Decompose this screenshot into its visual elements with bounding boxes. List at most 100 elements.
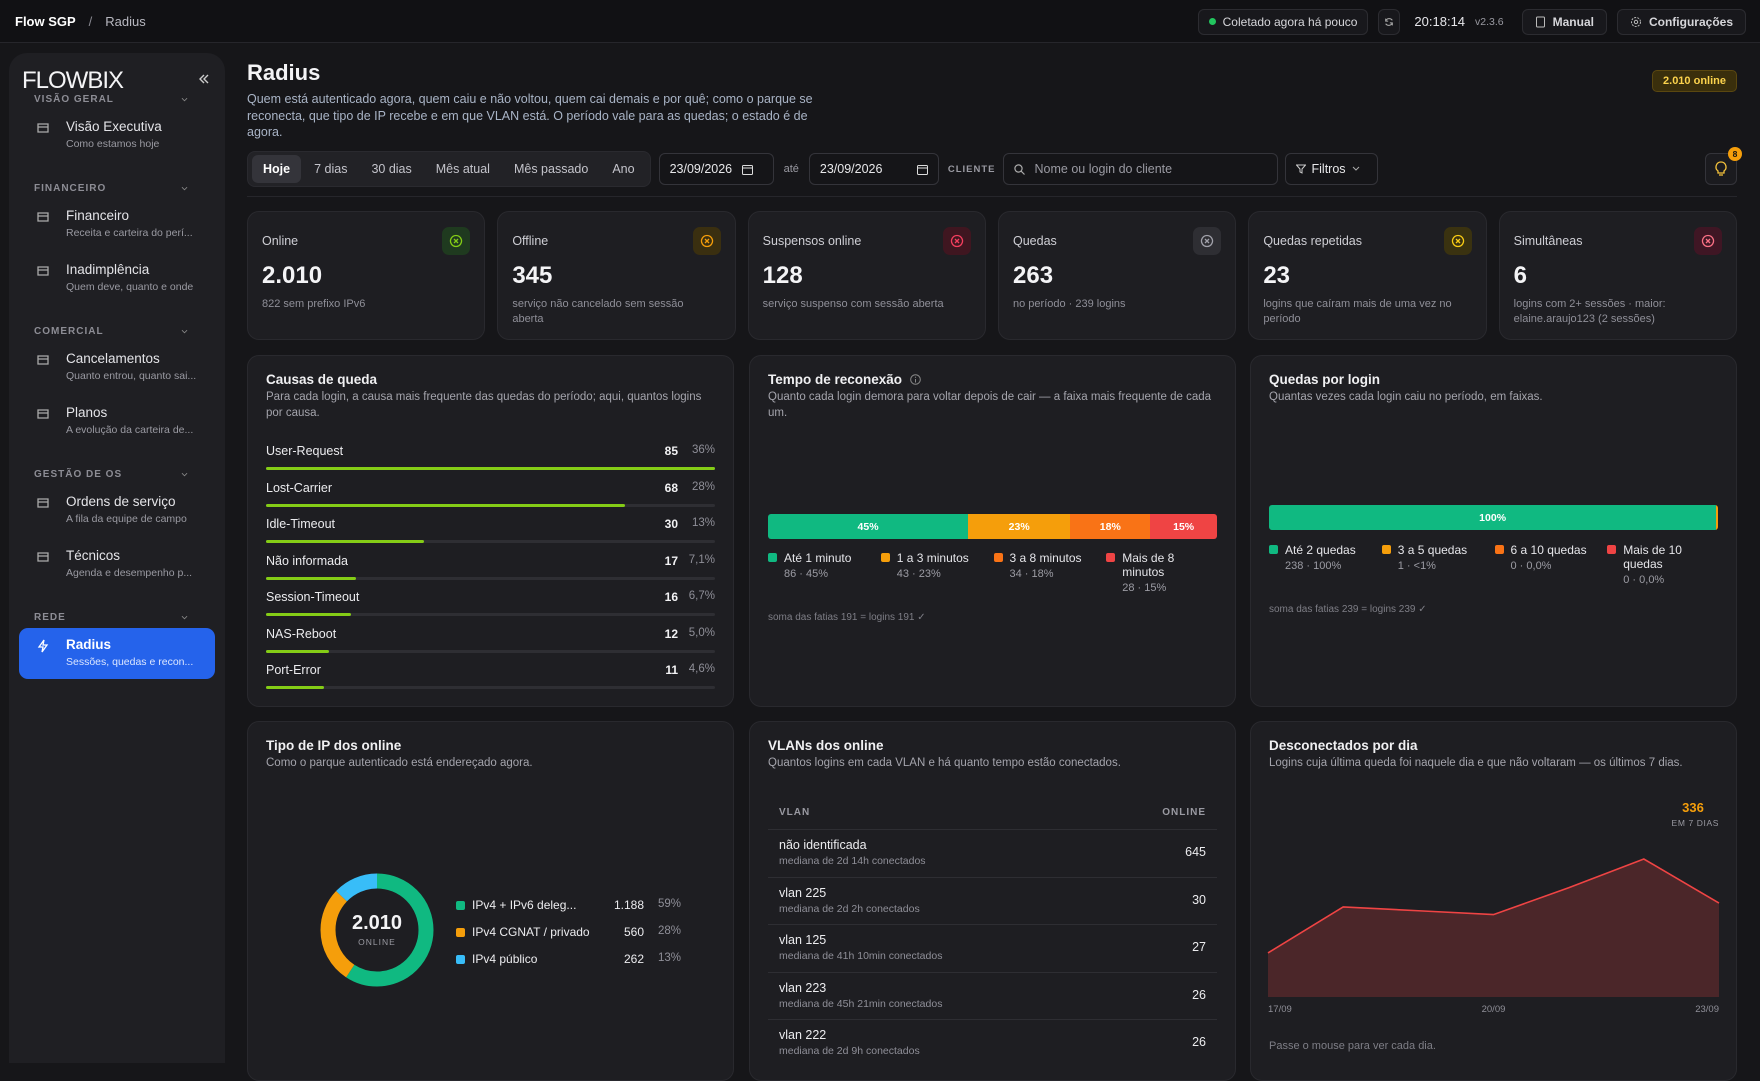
icon	[37, 123, 49, 133]
area-fill	[1268, 859, 1719, 997]
nav-sub: Sessões, quedas e recon...	[66, 656, 194, 668]
search-icon	[1013, 163, 1025, 175]
legend-value: 560	[623, 925, 644, 939]
section-label: GESTÃO DE OS	[34, 468, 123, 480]
cause-name: Não informada	[266, 553, 348, 568]
legend-swatch	[456, 928, 465, 937]
icon-shape	[37, 552, 49, 562]
date-to[interactable]: 23/09/2026	[808, 153, 939, 185]
nav-item[interactable]: Inadimplência Quem deve, quanto e onde	[19, 253, 215, 307]
legend-pct: 59%	[658, 898, 682, 910]
gear-icon	[1630, 16, 1641, 27]
settings-button[interactable]: Configurações	[1616, 8, 1746, 35]
period-option[interactable]: 7 dias	[314, 162, 348, 176]
bar-track	[266, 613, 715, 616]
section-label: FINANCEIRO	[34, 182, 107, 194]
nav-item[interactable]: Cancelamentos Quanto entrou, quanto sai..…	[19, 342, 215, 396]
nav-section-title: FINANCEIRO	[34, 177, 189, 199]
segment-label: 100%	[1479, 511, 1507, 524]
donut-chart: 2.010 ONLINE	[320, 873, 434, 987]
kpi-value: 263	[1013, 262, 1054, 289]
breadcrumb: Flow SGP / Radius	[15, 0, 146, 43]
refresh-button[interactable]	[1378, 8, 1401, 35]
status-text: Coletado agora há pouco	[1222, 14, 1358, 29]
vlan-sub: mediana de 2d 9h conectados	[779, 1045, 920, 1057]
kpi-icon	[692, 227, 721, 255]
legend-detail: 43 · 23%	[896, 568, 941, 580]
collapse-button[interactable]	[198, 73, 210, 85]
vlan-sub: mediana de 41h 10min conectados	[779, 950, 943, 962]
period-option[interactable]: Ano	[612, 162, 635, 176]
status-dot	[1208, 18, 1216, 25]
kpi-value: 6	[1513, 262, 1528, 289]
brand[interactable]: Flow SGP	[15, 14, 76, 29]
bar-track	[266, 686, 715, 689]
nav-section-title: REDE	[34, 606, 189, 628]
date-from[interactable]: 23/09/2026	[658, 153, 774, 185]
card-title-text: Tempo de reconexão	[768, 372, 903, 387]
kpi-label: Suspensos online	[762, 234, 862, 248]
calendar-icon	[916, 164, 928, 175]
cause-pct: 13%	[691, 517, 715, 529]
period-option[interactable]: 30 dias	[371, 162, 412, 176]
x-tick-label: 20/09	[1482, 1004, 1506, 1015]
vlan-card: VLANs dos online Quantos logins em cada …	[749, 721, 1236, 1081]
kpi-icon	[942, 227, 971, 255]
period-option[interactable]: Mês passado	[513, 162, 589, 176]
period-option[interactable]: Hoje	[252, 155, 302, 183]
kpi-icon	[1693, 227, 1722, 255]
nav-item[interactable]: Planos A evolução da carteira de...	[19, 396, 215, 450]
nav-item[interactable]: Visão Executiva Como estamos hoje	[19, 110, 215, 164]
nav-sub: Receita e carteira do perí...	[66, 227, 193, 239]
icon	[181, 186, 188, 190]
cause-name: Session-Timeout	[266, 590, 360, 604]
card-title: Desconectados por dia	[1269, 738, 1418, 753]
manual-button[interactable]: Manual	[1521, 8, 1607, 35]
icon	[181, 97, 188, 101]
kpi-card: Suspensos online 128 serviço suspenso com …	[747, 211, 986, 340]
row-divider	[768, 1019, 1217, 1020]
filters-button[interactable]: Filtros	[1284, 153, 1378, 185]
vlan-sub: mediana de 45h 21min conectados	[779, 997, 943, 1010]
icon	[37, 409, 49, 419]
legend-swatch	[1607, 545, 1617, 554]
nav-label: Técnicos	[66, 548, 121, 563]
section-label: VISÃO GERAL	[34, 93, 114, 105]
segment-label: 23%	[1008, 520, 1030, 533]
icon	[181, 615, 188, 619]
nav-item[interactable]: Técnicos Agenda e desempenho p...	[19, 539, 215, 593]
nav-item[interactable]: Radius Sessões, quedas e recon...	[19, 628, 215, 679]
legend-detail: 28 · 15%	[1122, 582, 1167, 594]
column-header: VLAN	[779, 807, 811, 818]
cause-name: Port-Error	[266, 663, 321, 677]
icon	[37, 355, 49, 365]
legend-value: 1.188	[613, 898, 644, 912]
card-title: VLANs dos online	[768, 738, 884, 753]
client-search[interactable]: Nome ou login do cliente	[1002, 153, 1278, 185]
search-placeholder: Nome ou login do cliente	[1034, 162, 1173, 176]
kpi-value: 128	[762, 262, 803, 289]
nav-item[interactable]: Financeiro Receita e carteira do perí...	[19, 199, 215, 253]
column-header: ONLINE	[1162, 807, 1206, 818]
nav-label: Ordens de serviço	[66, 494, 176, 509]
legend-detail: 34 · 18%	[1009, 568, 1054, 580]
top-actions: Coletado agora há pouco 20:18:14 v2.3.6 …	[1197, 0, 1746, 43]
period-option[interactable]: Mês atual	[435, 162, 490, 176]
vlan-name: vlan 225	[779, 885, 827, 900]
legend-item: 3 a 8 minutos 34 · 18%	[993, 551, 1087, 581]
total-value: 336	[1682, 800, 1704, 815]
cause-pct: 4,6%	[688, 663, 715, 675]
tips-button[interactable]: 8	[1705, 147, 1742, 185]
section-label: COMERCIAL	[34, 325, 104, 337]
bar-track	[266, 649, 715, 653]
legend-detail: 238 · 100%	[1285, 560, 1342, 572]
donut-center-label: ONLINE	[358, 937, 396, 947]
nav-item[interactable]: Ordens de serviço A fila da equipe de cam…	[19, 485, 215, 539]
card-subtitle: Quanto cada login demora para voltar dep…	[768, 391, 1212, 419]
info-icon[interactable]	[910, 374, 921, 385]
cause-pct: 36%	[691, 444, 715, 456]
causes-card: Causas de queda Para cada login, a causa…	[247, 355, 734, 707]
kpi-card: Quedas repetidas 23 logins que caíram mais…	[1248, 211, 1487, 340]
page-title: Radius	[247, 60, 321, 85]
bar	[266, 576, 356, 580]
